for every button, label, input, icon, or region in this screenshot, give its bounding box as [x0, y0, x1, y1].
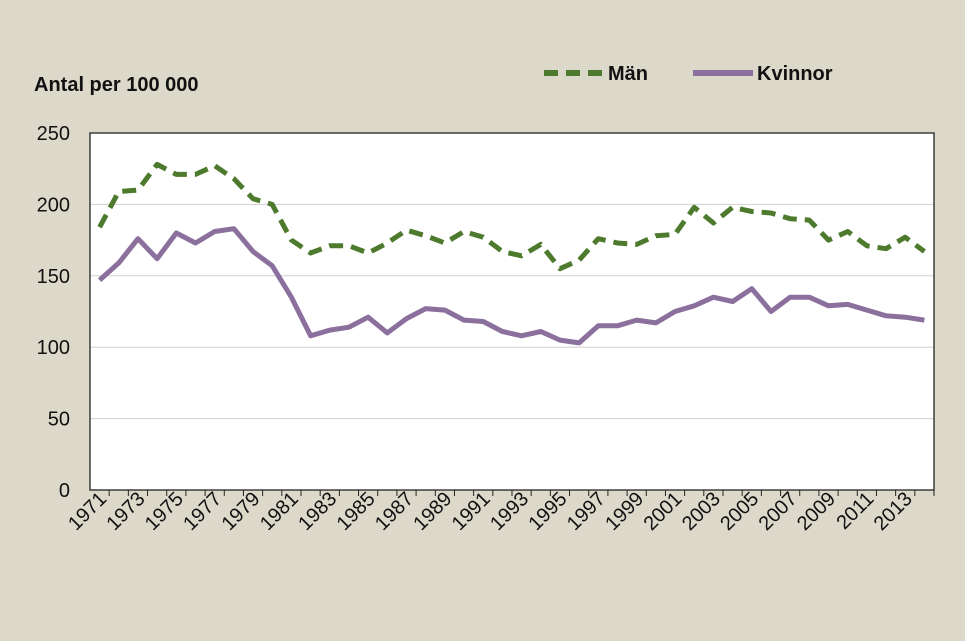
legend-label-0: Män	[608, 63, 648, 85]
x-tick-label: 2011	[832, 488, 878, 534]
x-axis-ticks: 1971197319751977197919811983198519871989…	[64, 488, 935, 535]
x-tick-label: 1971	[64, 488, 111, 535]
legend: Män Kvinnor	[544, 63, 833, 85]
plot-area	[90, 133, 934, 490]
y-axis-ticks: 0 50 100 150 200 250	[37, 123, 70, 502]
y-tick-label: 50	[48, 409, 70, 431]
y-tick-label: 150	[37, 266, 70, 288]
series-line-0	[97, 161, 926, 272]
legend-label-1: Kvinnor	[757, 63, 833, 85]
y-axis-label: Antal per 100 000	[34, 74, 199, 96]
y-tick-label: 100	[37, 337, 70, 359]
y-tick-label: 200	[37, 194, 70, 216]
y-tick-label: 0	[59, 480, 70, 502]
series-line-1	[97, 226, 925, 346]
series-layer	[97, 161, 926, 346]
y-tick-label: 250	[37, 123, 70, 145]
grid	[90, 203, 934, 420]
